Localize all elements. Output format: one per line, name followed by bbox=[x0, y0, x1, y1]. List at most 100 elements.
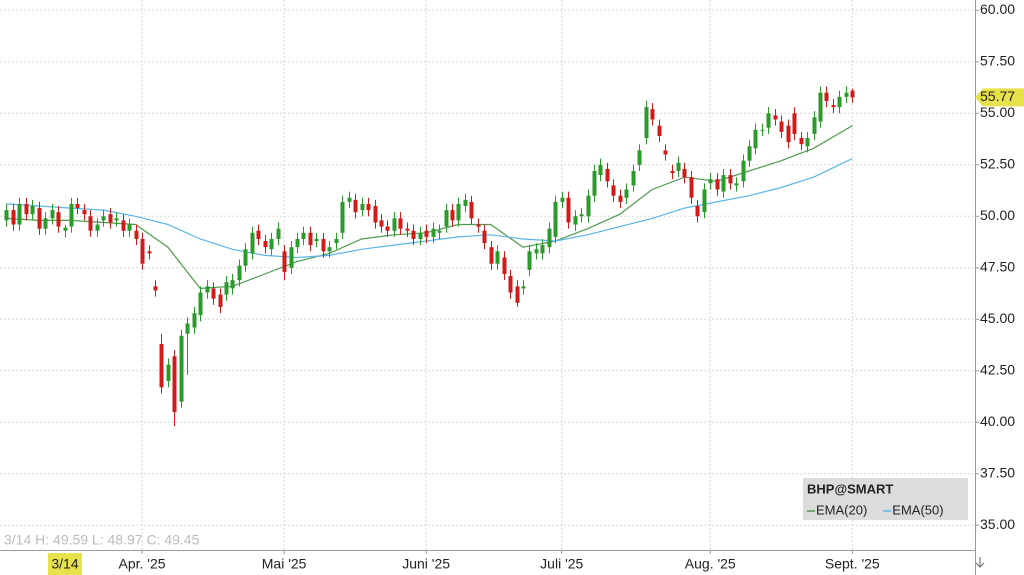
candle-body bbox=[695, 205, 700, 217]
candle-body bbox=[573, 216, 578, 225]
candle-body bbox=[308, 232, 313, 246]
candle-body bbox=[482, 230, 487, 244]
candle-body bbox=[347, 197, 352, 202]
candle-body bbox=[850, 90, 855, 98]
y-tick-label: 60.00 bbox=[980, 1, 1015, 17]
candle-body bbox=[205, 286, 210, 293]
tick-layer: 35.00 37.50 40.00 42.50 45.00 47.50 50.00 52.50… bbox=[119, 1, 1024, 572]
candle-body bbox=[553, 201, 558, 237]
candle-body bbox=[760, 129, 765, 131]
candle-body bbox=[314, 238, 319, 242]
candle-body bbox=[682, 168, 687, 178]
candle-body bbox=[527, 251, 532, 270]
candle-body bbox=[95, 224, 100, 231]
candle-body bbox=[385, 226, 390, 231]
x-tick-label: Sept. '25 bbox=[825, 556, 880, 572]
candle-body bbox=[63, 227, 68, 231]
y-tick-label: 50.00 bbox=[980, 207, 1015, 223]
candle-body bbox=[579, 214, 584, 217]
candle-body bbox=[792, 113, 797, 134]
candle-body bbox=[786, 125, 791, 143]
candle-body bbox=[11, 210, 16, 225]
candle-body bbox=[741, 160, 746, 182]
y-tick-label: 35.00 bbox=[980, 516, 1015, 532]
candle-body bbox=[728, 175, 733, 184]
candle-body bbox=[198, 292, 203, 316]
candle-body bbox=[250, 232, 255, 254]
candle-body bbox=[631, 170, 636, 186]
candle-body bbox=[379, 220, 384, 227]
candle-body bbox=[644, 107, 649, 139]
candle-body bbox=[69, 203, 74, 227]
legend-title: BHP@SMART bbox=[807, 481, 893, 496]
legend-box bbox=[803, 478, 968, 520]
candle-body bbox=[586, 195, 591, 217]
candle-body bbox=[392, 218, 397, 231]
x-tick-label: Apr. '25 bbox=[119, 556, 166, 572]
y-tick-label: 57.50 bbox=[980, 53, 1015, 69]
candle-body bbox=[56, 212, 61, 227]
candle-body bbox=[327, 247, 332, 252]
candle-body bbox=[373, 205, 378, 223]
candle-body bbox=[689, 177, 694, 198]
candle-body bbox=[515, 286, 520, 303]
legend: BHP@SMART EMA(20) EMA(50) bbox=[803, 478, 968, 520]
candle-body bbox=[592, 170, 597, 196]
candle-body bbox=[779, 121, 784, 132]
candle-body bbox=[256, 230, 261, 239]
candle-body bbox=[476, 224, 481, 227]
scroll-icon bbox=[975, 557, 985, 568]
candle-body bbox=[805, 138, 810, 147]
candle-body bbox=[398, 218, 403, 229]
ema-line bbox=[6, 158, 853, 259]
candle-body bbox=[566, 197, 571, 223]
candle-body bbox=[82, 210, 87, 215]
candle-body bbox=[172, 356, 177, 412]
candle-body bbox=[192, 313, 197, 328]
candle-body bbox=[670, 170, 675, 174]
candle-body bbox=[17, 203, 22, 225]
candle-body bbox=[211, 288, 216, 299]
crosshair-info: 3/14 H: 49.59 L: 48.97 C: 49.45 bbox=[4, 532, 200, 548]
candle-body bbox=[295, 238, 300, 248]
y-tick-label: 45.00 bbox=[980, 310, 1015, 326]
candle-body bbox=[424, 230, 429, 237]
candle-body bbox=[618, 195, 623, 202]
candle-body bbox=[101, 216, 106, 221]
candle-body bbox=[734, 183, 739, 186]
candle-body bbox=[773, 115, 778, 120]
candle-body bbox=[179, 335, 184, 402]
candle-body bbox=[437, 230, 442, 233]
candle-body bbox=[30, 205, 35, 215]
candle-body bbox=[230, 280, 235, 289]
legend-items: EMA(20) EMA(50) bbox=[807, 502, 944, 517]
candle-body bbox=[431, 228, 436, 237]
candle-body bbox=[495, 251, 500, 264]
candle-body bbox=[88, 216, 93, 231]
candle-body bbox=[121, 220, 126, 231]
candle-body bbox=[166, 364, 171, 382]
candle-body bbox=[340, 201, 345, 233]
candle-body bbox=[598, 164, 603, 176]
candle-body bbox=[824, 92, 829, 101]
candle-body bbox=[114, 218, 119, 221]
x-tick-label: Juni '25 bbox=[402, 556, 450, 572]
candle-body bbox=[502, 257, 507, 274]
candle-body bbox=[282, 251, 287, 272]
candle-body bbox=[134, 230, 139, 239]
candle-body bbox=[108, 214, 113, 223]
candle-body bbox=[147, 251, 152, 254]
candle-body bbox=[127, 224, 132, 231]
x-tick-label: Aug. '25 bbox=[685, 556, 736, 572]
candle-body bbox=[263, 241, 268, 248]
candle-body bbox=[140, 238, 145, 264]
candle-body bbox=[224, 282, 229, 295]
candle-body bbox=[405, 228, 410, 231]
candle-body bbox=[450, 210, 455, 221]
x-tick-label: Mai '25 bbox=[262, 556, 307, 572]
y-tick-label: 52.50 bbox=[980, 155, 1015, 171]
candle-body bbox=[50, 210, 55, 219]
y-tick-label: 42.50 bbox=[980, 361, 1015, 377]
candle-body bbox=[456, 203, 461, 221]
